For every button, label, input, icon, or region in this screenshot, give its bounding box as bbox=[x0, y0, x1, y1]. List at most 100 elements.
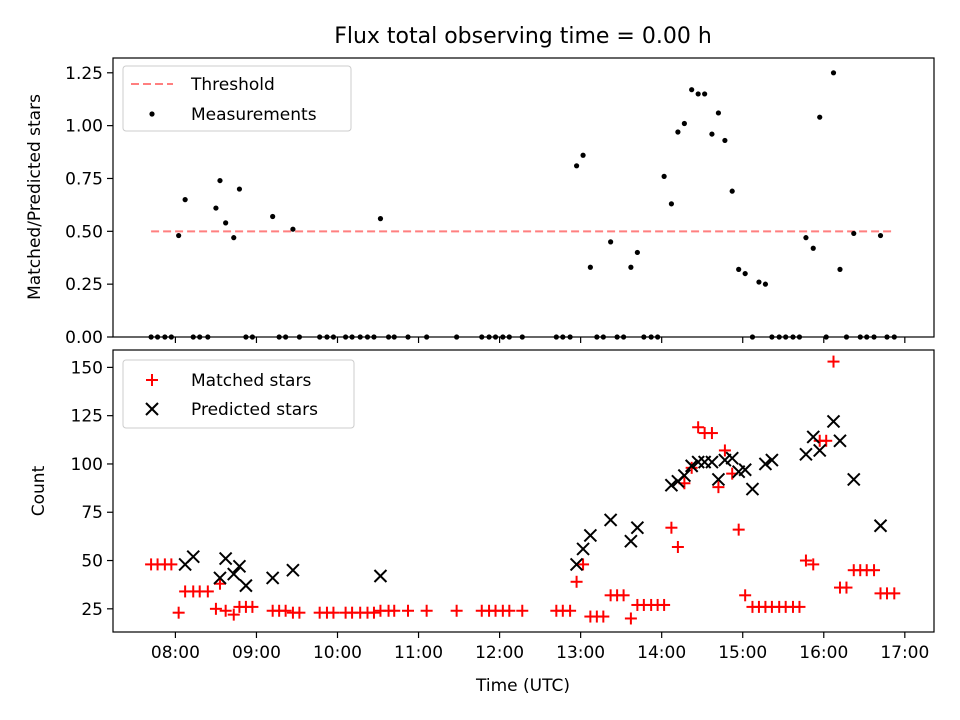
measurement-point bbox=[851, 230, 857, 237]
predicted-stars-point bbox=[677, 468, 692, 483]
matched-stars-point bbox=[732, 523, 745, 536]
measurement-point bbox=[486, 334, 492, 340]
measurement-point bbox=[162, 334, 168, 340]
predicted-stars-point bbox=[806, 430, 820, 444]
legend-measurements-label: Measurements bbox=[191, 105, 317, 125]
measurement-point bbox=[349, 334, 355, 340]
x-tick-label: 08:00 bbox=[151, 643, 200, 663]
matched-stars-point bbox=[570, 575, 583, 588]
measurement-point bbox=[877, 232, 884, 239]
predicted-stars-point bbox=[373, 569, 388, 583]
measurement-point bbox=[424, 334, 430, 340]
measurement-point bbox=[776, 334, 782, 340]
matched-stars-point bbox=[671, 541, 684, 554]
measurement-point bbox=[702, 91, 708, 97]
matched-stars-point bbox=[213, 577, 226, 590]
measurement-point bbox=[249, 334, 255, 340]
measurement-point bbox=[290, 226, 296, 232]
predicted-stars-point bbox=[813, 443, 827, 458]
count-panel: 25 50 75 100 125 150 08:00 09:00 10:00 11:00 12:0… bbox=[29, 349, 935, 696]
measurement-point bbox=[783, 334, 789, 340]
count-y-tick-label: 100 bbox=[71, 455, 103, 475]
legend-threshold-label: Threshold bbox=[190, 75, 275, 95]
matched-stars-point bbox=[739, 589, 752, 602]
measurement-point bbox=[729, 188, 735, 194]
measurement-point bbox=[736, 266, 742, 272]
measurement-point bbox=[317, 334, 323, 340]
measurement-point bbox=[567, 334, 573, 340]
x-tick-label: 10:00 bbox=[313, 643, 362, 663]
measurement-point bbox=[391, 334, 397, 340]
legend-matched-label: Matched stars bbox=[191, 371, 311, 391]
measurement-point bbox=[891, 334, 897, 340]
matched-stars-point bbox=[624, 612, 637, 625]
measurement-point bbox=[742, 270, 748, 277]
predicted-stars-point bbox=[239, 578, 253, 593]
ratio-marks bbox=[148, 70, 897, 340]
count-legend-box bbox=[122, 359, 355, 429]
measurement-point bbox=[182, 197, 188, 203]
measurement-point bbox=[817, 114, 823, 120]
matched-stars-point bbox=[327, 606, 340, 619]
measurement-point bbox=[614, 334, 620, 340]
figure-title: Flux total observing time = 0.00 h bbox=[334, 24, 712, 49]
predicted-stars-point bbox=[684, 459, 699, 473]
legend-predicted-swatch bbox=[145, 402, 159, 416]
measurement-point bbox=[628, 264, 634, 270]
matched-stars-point bbox=[172, 606, 185, 619]
measurement-point bbox=[641, 334, 647, 340]
matched-stars-point bbox=[367, 606, 380, 619]
count-y-axis: 25 50 75 100 125 150 bbox=[71, 358, 113, 620]
measurement-point bbox=[884, 334, 890, 340]
count-y-tick-label: 150 bbox=[71, 358, 103, 378]
x-tick-label: 11:00 bbox=[394, 643, 443, 663]
matched-stars-point bbox=[685, 461, 698, 474]
measurement-point bbox=[762, 281, 769, 287]
predicted-stars-point bbox=[227, 567, 241, 581]
measurement-point bbox=[197, 334, 203, 340]
predicted-stars-point bbox=[569, 557, 584, 572]
measurement-point bbox=[871, 334, 877, 340]
predicted-stars-point bbox=[711, 472, 726, 487]
measurement-point bbox=[343, 334, 349, 340]
measurement-point bbox=[830, 70, 837, 76]
matched-stars-point bbox=[840, 581, 853, 594]
measurement-point bbox=[553, 334, 559, 340]
count-legend: Matched stars Predicted stars bbox=[122, 359, 355, 429]
count-y-tick-label: 50 bbox=[81, 552, 103, 572]
measurement-point bbox=[803, 235, 809, 241]
measurement-point bbox=[357, 334, 363, 340]
matched-stars-point bbox=[820, 434, 833, 447]
x-tick-label: 16:00 bbox=[799, 643, 848, 663]
x-tick-label: 15:00 bbox=[718, 643, 767, 663]
measurement-point bbox=[594, 334, 600, 340]
matched-stars-point bbox=[246, 600, 259, 613]
predicted-stars-point bbox=[873, 519, 888, 533]
matched-stars-point bbox=[209, 602, 222, 615]
measurement-point bbox=[405, 334, 411, 340]
matched-stars-point bbox=[503, 604, 516, 617]
measurement-point bbox=[655, 334, 661, 340]
predicted-stars-point bbox=[745, 482, 760, 496]
measurement-point bbox=[857, 334, 863, 340]
measurement-point bbox=[364, 334, 371, 340]
x-tick-label: 13:00 bbox=[556, 643, 605, 663]
matched-stars-point bbox=[450, 604, 463, 617]
measurement-point bbox=[689, 87, 695, 93]
matched-stars-point bbox=[516, 604, 529, 617]
measurement-point bbox=[843, 334, 850, 340]
ratio-y-tick-label: 1.25 bbox=[65, 64, 103, 84]
measurement-point bbox=[377, 216, 384, 222]
predicted-stars-point bbox=[576, 542, 590, 556]
measurement-point bbox=[231, 235, 237, 241]
predicted-stars-point bbox=[725, 451, 739, 465]
predicted-stars-point bbox=[691, 455, 705, 469]
measurement-point bbox=[823, 334, 829, 340]
ratio-legend-box bbox=[122, 65, 352, 132]
matched-stars-point bbox=[201, 585, 214, 598]
predicted-stars-point bbox=[705, 455, 719, 469]
count-y-tick-label: 125 bbox=[71, 407, 103, 427]
matched-stars-point bbox=[227, 608, 240, 621]
ratio-y-tick-label: 0.75 bbox=[65, 169, 103, 189]
measurement-point bbox=[864, 334, 870, 340]
